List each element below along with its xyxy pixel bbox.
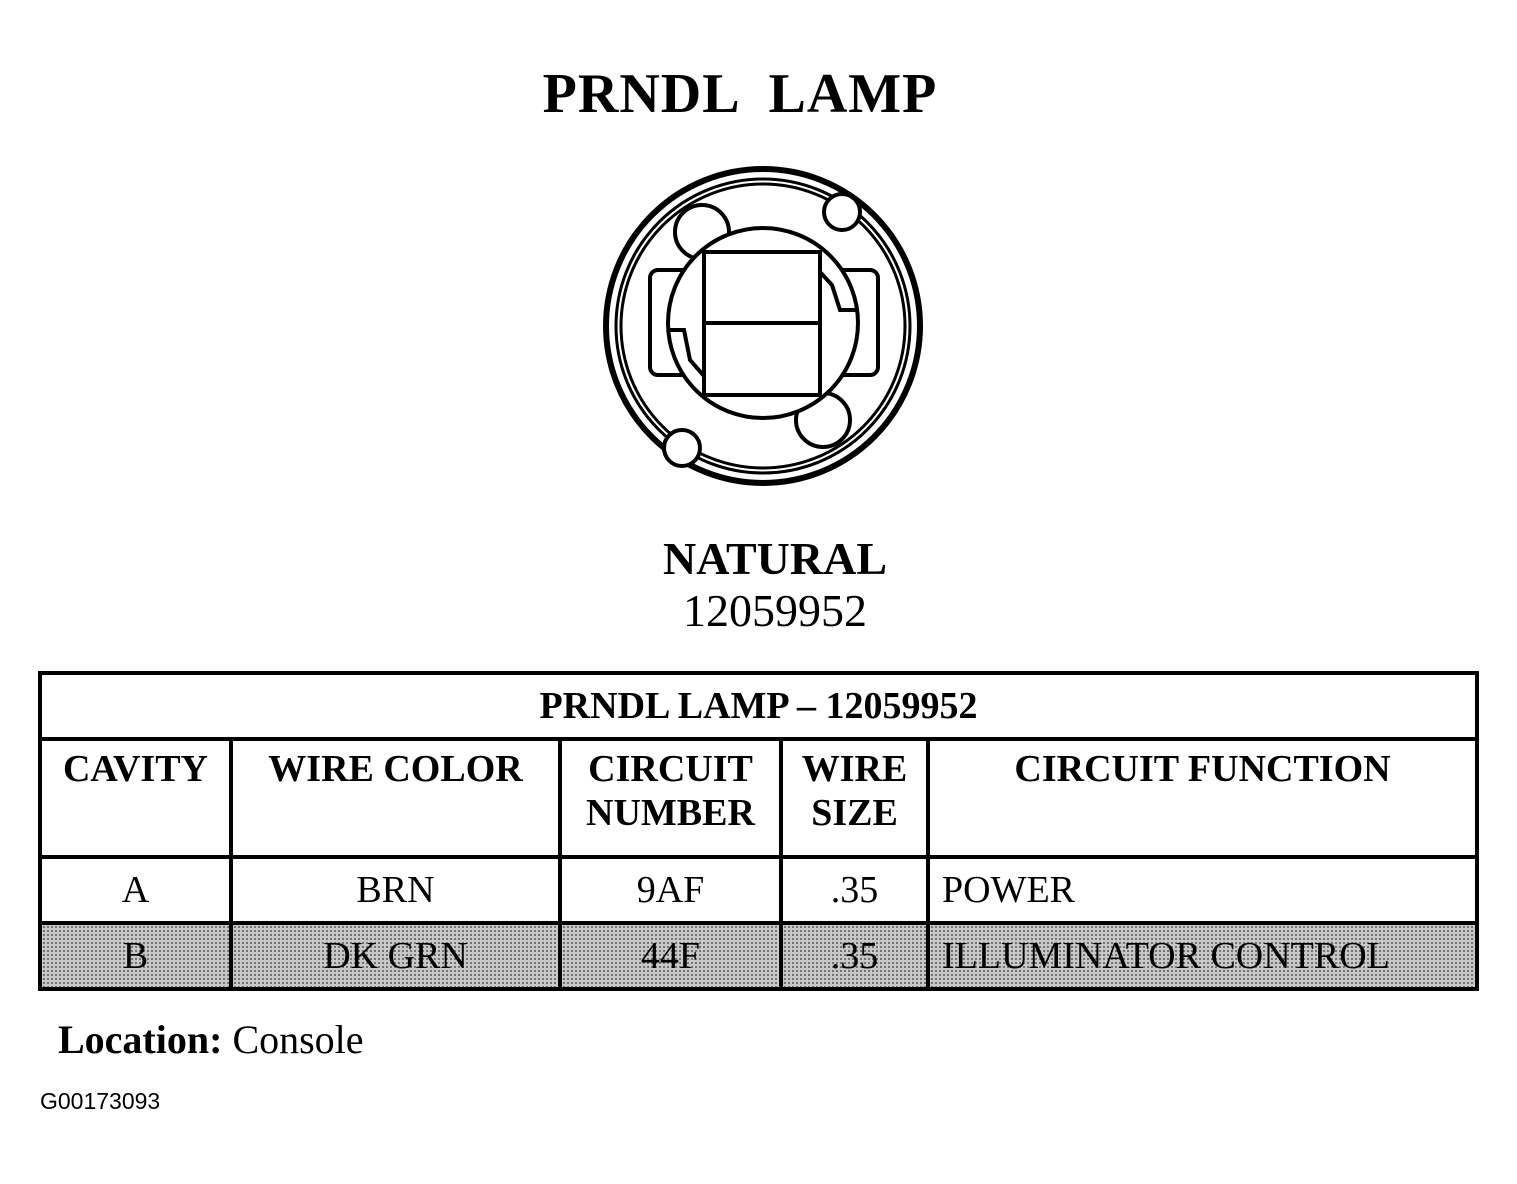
cavity-cell: A bbox=[38, 855, 233, 925]
diagram-title: PRNDL LAMP bbox=[542, 63, 938, 125]
connector-face-drawing bbox=[603, 166, 923, 486]
figure-id: G00173093 bbox=[40, 1088, 161, 1114]
table-title: PRNDL LAMP – 12059952 bbox=[38, 671, 1479, 741]
key-notch-bottom bbox=[662, 428, 702, 468]
wire-size-cell: .35 bbox=[779, 921, 930, 991]
connector-inner-ring bbox=[614, 177, 912, 475]
table-row: B DK GRN 44F .35 ILLUMINATOR CONTROL bbox=[38, 921, 1479, 991]
key-notch-top bbox=[822, 192, 862, 232]
connector-outer-ring bbox=[603, 166, 923, 486]
wire-color-cell: BRN bbox=[229, 855, 562, 925]
location-value: Console bbox=[232, 1017, 364, 1062]
wire-size-cell: .35 bbox=[779, 855, 930, 925]
circuit-function-cell: POWER bbox=[926, 855, 1479, 925]
circuit-number-cell: 9AF bbox=[558, 855, 783, 925]
location-note: Location: Console bbox=[58, 1016, 364, 1063]
header-circuit-function: CIRCUIT FUNCTION bbox=[926, 737, 1479, 859]
header-wire-color: WIRE COLOR bbox=[229, 737, 562, 859]
header-circuit-number: CIRCUIT NUMBER bbox=[558, 737, 783, 859]
circuit-number-cell: 44F bbox=[558, 921, 783, 991]
table-row: A BRN 9AF .35 POWER bbox=[38, 855, 1479, 925]
pinout-table: PRNDL LAMP – 12059952 CAVITY WIRE COLOR … bbox=[38, 671, 1479, 991]
connector-color: NATURAL bbox=[662, 533, 888, 584]
wire-color-cell: DK GRN bbox=[229, 921, 562, 991]
circuit-function-cell: ILLUMINATOR CONTROL bbox=[926, 921, 1479, 991]
header-wire-size: WIRE SIZE bbox=[779, 737, 930, 859]
cavity-cell: B bbox=[38, 921, 233, 991]
connector-part-number: 12059952 bbox=[683, 585, 867, 636]
location-label: Location: bbox=[58, 1017, 223, 1062]
header-cavity: CAVITY bbox=[38, 737, 233, 859]
